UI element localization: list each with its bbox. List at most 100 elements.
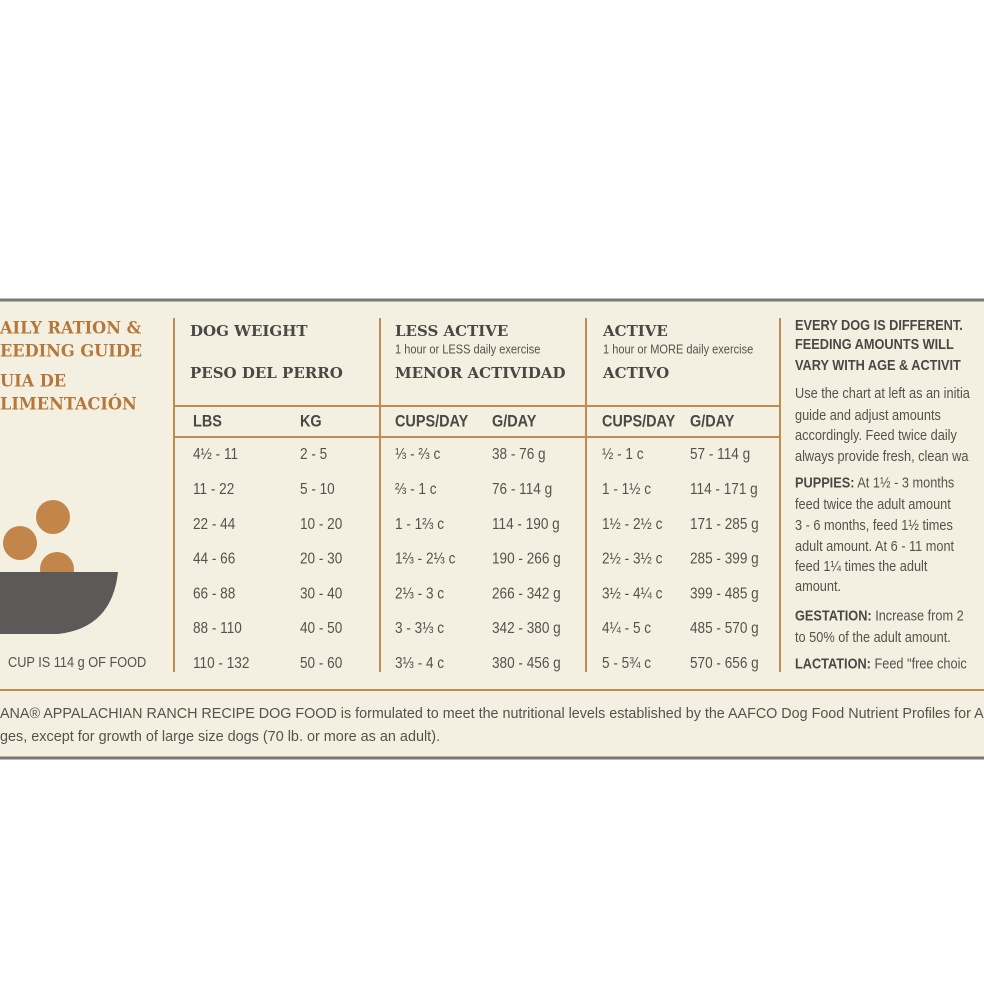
table-cell-group: 110 - 132 — [193, 655, 249, 672]
table-cell-group: 4¼ - 5 c — [602, 620, 652, 637]
table-cell: 285 - 399 g — [690, 551, 759, 568]
table-cell-group: 20 - 30 — [300, 551, 342, 568]
table-cell-group: 3½ - 4¼ c — [602, 585, 663, 602]
table-cell: 22 - 44 — [193, 516, 235, 533]
table-cell-group: 2 - 5 — [300, 446, 327, 463]
table-cell: 57 - 114 g — [690, 446, 750, 463]
footer-text-group: ges, except for growth of large size dog… — [0, 728, 440, 745]
table-cell-group: 2½ - 3½ c — [602, 551, 663, 568]
table-cell: 110 - 132 — [193, 655, 249, 672]
table-cell-group: 4½ - 11 — [193, 446, 238, 463]
guide-title-group: UIA DE — [0, 370, 66, 391]
table-cell-group: 88 - 110 — [193, 620, 242, 637]
table-cell: 5 - 10 — [300, 481, 335, 498]
table-cell-group: 114 - 190 g — [492, 516, 560, 533]
side-text-group: to 50% of the adult amount. — [795, 628, 951, 645]
side-text: Use the chart at left as an initia — [795, 384, 970, 401]
column-header-group: G/DAY — [492, 412, 537, 430]
table-cell-group: ½ - 1 c — [602, 446, 644, 463]
footer-text-group: ANA® APPALACHIAN RANCH RECIPE DOG FOOD i… — [0, 705, 984, 722]
gestation-line: GESTATION: Increase from 2 — [795, 606, 964, 623]
side-text: Feed "free choic — [871, 654, 967, 671]
table-cell-group: 76 - 114 g — [492, 481, 552, 498]
table-cell-group: 38 - 76 g — [492, 446, 546, 463]
table-cell-group: 1⅔ - 2⅓ c — [395, 551, 456, 568]
column-header-group: LBS — [193, 412, 222, 430]
guide-title-group: AILY RATION & — [0, 317, 141, 338]
table-cell-group: 485 - 570 g — [690, 620, 759, 637]
gestation-group: GESTATION: Increase from 2 — [795, 606, 964, 623]
column-title: ACTIVE — [602, 322, 668, 340]
table-cell: 38 - 76 g — [492, 446, 546, 463]
side-text-group: amount. — [795, 577, 841, 594]
table-cell-group: 380 - 456 g — [492, 655, 561, 672]
table-cell: 171 - 285 g — [690, 516, 759, 533]
table-cell-group: 570 - 656 g — [690, 655, 759, 672]
table-cell-group: 266 - 342 g — [492, 585, 561, 602]
column-subtitle-group: ACTIVO — [602, 364, 669, 382]
table-cell: 485 - 570 g — [690, 620, 759, 637]
table-cell: 399 - 485 g — [690, 585, 759, 602]
column-title-group: LESS ACTIVE — [395, 322, 508, 340]
column-note: 1 hour or MORE daily exercise — [603, 342, 754, 357]
table-cell-group: 30 - 40 — [300, 585, 342, 602]
side-label: GESTATION: — [795, 606, 872, 623]
puppies-line: PUPPIES: At 1½ - 3 months — [795, 473, 954, 490]
guide-title: EEDING GUIDE — [0, 340, 142, 361]
column-header: LBS — [193, 412, 222, 430]
table-cell: 3 - 3⅓ c — [395, 620, 445, 637]
guide-title-group: LIMENTACIÓN — [0, 393, 137, 414]
side-text: always provide fresh, clean wa — [795, 447, 969, 464]
column-subtitle-group: MENOR ACTIVIDAD — [395, 364, 566, 382]
column-header-group: CUPS/DAY — [395, 412, 469, 430]
table-cell-group: 50 - 60 — [300, 655, 342, 672]
table-cell: 380 - 456 g — [492, 655, 561, 672]
table-cell-group: 114 - 171 g — [690, 481, 758, 498]
footer-text: ANA® APPALACHIAN RANCH RECIPE DOG FOOD i… — [0, 705, 984, 722]
guide-title: UIA DE — [0, 370, 66, 391]
column-title: DOG WEIGHT — [190, 322, 308, 340]
table-cell: 66 - 88 — [193, 585, 235, 602]
side-text-group: Use the chart at left as an initia — [795, 384, 970, 401]
column-subtitle-group: PESO DEL PERRO — [190, 364, 343, 382]
column-header: CUPS/DAY — [602, 412, 676, 430]
table-cell-group: 22 - 44 — [193, 516, 235, 533]
column-subtitle: ACTIVO — [602, 364, 669, 382]
table-cell: 10 - 20 — [300, 516, 342, 533]
side-text: amount. — [795, 577, 841, 594]
side-label: PUPPIES: — [795, 473, 854, 490]
table-lines — [173, 318, 781, 672]
table-cell: 1 - 1⅔ c — [395, 516, 445, 533]
table-cell-group: 190 - 266 g — [492, 551, 561, 568]
table-cell: 570 - 656 g — [690, 655, 759, 672]
table-cell: 44 - 66 — [193, 551, 235, 568]
guide-title: AILY RATION & — [0, 317, 141, 338]
table-cell: 30 - 40 — [300, 585, 342, 602]
table-cell: 3½ - 4¼ c — [602, 585, 663, 602]
table-cell-group: ⅔ - 1 c — [395, 481, 437, 498]
cup-note: CUP IS 114 g OF FOOD — [8, 653, 146, 670]
column-title: LESS ACTIVE — [395, 322, 508, 340]
table-cell: 342 - 380 g — [492, 620, 561, 637]
table-cell: 4½ - 11 — [193, 446, 238, 463]
table-cell-group: 171 - 285 g — [690, 516, 759, 533]
table-cell-group: 3⅓ - 4 c — [395, 655, 445, 672]
lactation-group: LACTATION: Feed "free choic — [795, 654, 967, 671]
table-cell: 2 - 5 — [300, 446, 327, 463]
table-cell-group: 44 - 66 — [193, 551, 235, 568]
table-cell-group: 285 - 399 g — [690, 551, 759, 568]
puppies-group: PUPPIES: At 1½ - 3 months — [795, 473, 954, 490]
column-header: CUPS/DAY — [395, 412, 469, 430]
column-header-group: G/DAY — [690, 412, 735, 430]
table-cell-group: 5 - 10 — [300, 481, 335, 498]
column-header-group: CUPS/DAY — [602, 412, 676, 430]
column-header: G/DAY — [690, 412, 735, 430]
side-text-group: feed 1¼ times the adult — [795, 557, 928, 574]
side-text-group: 3 - 6 months, feed 1½ times — [795, 516, 953, 533]
table-cell: 4¼ - 5 c — [602, 620, 652, 637]
column-note-group: 1 hour or MORE daily exercise — [603, 342, 754, 357]
column-note-group: 1 hour or LESS daily exercise — [395, 342, 541, 357]
cup-note-group: CUP IS 114 g OF FOOD — [8, 653, 146, 670]
